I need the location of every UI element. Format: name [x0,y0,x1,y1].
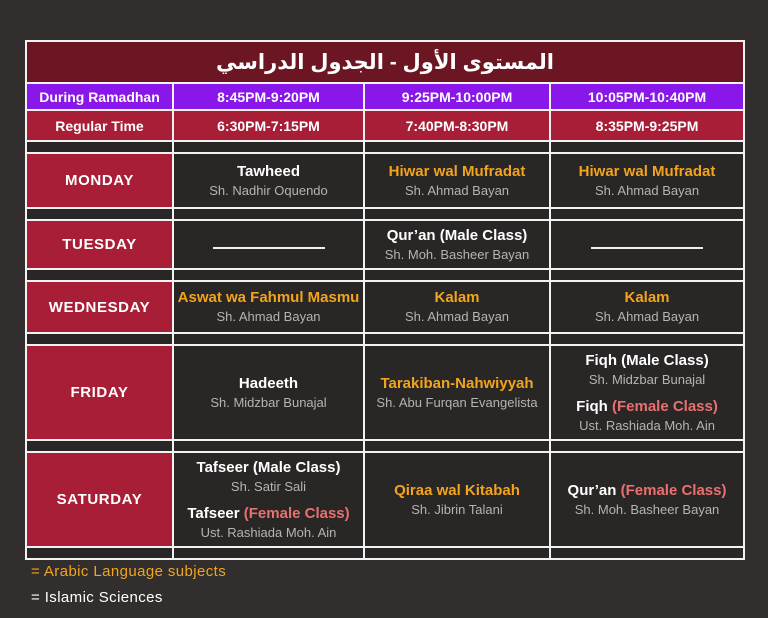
spacer-row [25,268,746,282]
teacher-name: Sh. Abu Furqan Evangelista [376,394,538,410]
day-label-saturday: SATURDAY [25,451,174,548]
schedule-table-container: المستوى الأول - الجدول الدراسي During Ra… [24,40,746,560]
class-entry: Hadeeth Sh. Midzbar Bunajal [175,374,362,411]
subject-title: Qur’an [567,481,621,499]
teacher-name: Sh. Satir Sali [230,478,307,494]
subject-title: Fiqh (Male Class) [585,351,709,369]
spacer-row [25,140,746,154]
teacher-name: Sh. Moh. Basheer Bayan [384,246,530,262]
spacer-row [25,332,746,346]
regular-time-slot-1: 6:30PM-7:15PM [172,109,365,142]
subject-title: Tarakiban-Nahwiyyah [380,374,534,392]
regular-time-slot-3: 8:35PM-9:25PM [548,109,746,142]
teacher-name: Sh. Ahmad Bayan [404,309,510,325]
teacher-name: Sh. Midzbar Bunajal [588,371,706,387]
regular-time-slot-2: 7:40PM-8:30PM [363,109,551,142]
day-label-friday: FRIDAY [25,344,174,441]
ramadhan-time-slot-1: 8:45PM-9:20PM [172,82,365,111]
subject-title: Hadeeth [238,374,299,392]
monday-slot-3: Hiwar wal Mufradat Sh. Ahmad Bayan [548,152,746,209]
page-title: المستوى الأول - الجدول الدراسي [24,40,746,84]
subject-title: Tafseer [187,505,244,522]
day-row-wednesday: WEDNESDAY Aswat wa Fahmul Masmu Sh. Ahma… [25,280,746,334]
legend-arabic-subjects: = Arabic Language subjects [31,563,227,580]
friday-slot-1: Hadeeth Sh. Midzbar Bunajal [172,344,365,441]
class-entry: Tafseer (Female Class) Ust. Rashiada Moh… [175,504,362,541]
ramadhan-time-slot-2: 9:25PM-10:00PM [363,82,551,111]
class-entry: Fiqh (Male Class) Sh. Midzbar Bunajal [552,351,742,388]
class-entry: Hiwar wal Mufradat Sh. Ahmad Bayan [366,162,548,199]
saturday-slot-3: Qur’an (Female Class) Sh. Moh. Basheer B… [548,451,746,548]
ramadhan-times-row: During Ramadhan 8:45PM-9:20PM 9:25PM-10:… [25,82,746,111]
title-row: المستوى الأول - الجدول الدراسي [24,40,746,84]
teacher-name: Sh. Ahmad Bayan [216,309,321,325]
friday-slot-2: Tarakiban-Nahwiyyah Sh. Abu Furqan Evang… [363,344,551,441]
class-entry: Kalam Sh. Ahmad Bayan [552,288,742,325]
spacer-row [25,439,746,453]
spacer-row [25,546,746,560]
class-entry: Kalam Sh. Ahmad Bayan [366,288,548,325]
teacher-name: Sh. Midzbar Bunajal [210,394,327,410]
class-entry: Qur’an (Male Class) Sh. Moh. Basheer Bay… [366,226,548,263]
regular-times-row: Regular Time 6:30PM-7:15PM 7:40PM-8:30PM… [25,109,746,142]
ramadhan-time-slot-3: 10:05PM-10:40PM [548,82,746,111]
subject-title: Fiqh [576,398,612,415]
subject-suffix: (Female Class) [611,398,718,415]
tuesday-slot-2: Qur’an (Male Class) Sh. Moh. Basheer Bay… [363,219,551,270]
legend: = Arabic Language subjects = Islamic Sci… [31,563,226,615]
regular-row-label: Regular Time [25,109,174,142]
day-row-tuesday: TUESDAY Qur’an (Male Class) Sh. Moh. Bas… [25,219,746,270]
class-entry: Tawheed Sh. Nadhir Oquendo [175,162,362,199]
subject-title: Aswat wa Fahmul Masmu [177,289,360,307]
subject-suffix: (Female Class) [243,505,350,522]
day-label-monday: MONDAY [25,152,174,209]
subject-title: Kalam [434,289,480,307]
subject-title: Hiwar wal Mufradat [578,162,716,180]
page-title-text: المستوى الأول - الجدول الدراسي [216,50,555,74]
friday-slot-3: Fiqh (Male Class) Sh. Midzbar Bunajal Fi… [548,344,746,441]
saturday-slot-2: Qiraa wal Kitabah Sh. Jibrin Talani [363,451,551,548]
day-row-monday: MONDAY Tawheed Sh. Nadhir Oquendo Hiwar … [25,152,746,209]
teacher-name: Sh. Ahmad Bayan [404,182,510,198]
class-entry: Qiraa wal Kitabah Sh. Jibrin Talani [366,481,548,518]
class-entry: Qur’an (Female Class) Sh. Moh. Basheer B… [552,481,742,518]
day-label-wednesday: WEDNESDAY [25,280,174,334]
schedule-table: المستوى الأول - الجدول الدراسي During Ra… [24,40,746,560]
class-entry: Fiqh (Female Class) Ust. Rashiada Moh. A… [552,397,742,434]
day-label-tuesday: TUESDAY [25,219,174,270]
class-entry: Tafseer (Male Class) Sh. Satir Sali [175,458,362,495]
legend-islamic-sciences: = Islamic Sciences [31,589,163,606]
subject-title: Tafseer (Male Class) [196,458,341,476]
wednesday-slot-1: Aswat wa Fahmul Masmu Sh. Ahmad Bayan [172,280,365,334]
monday-slot-1: Tawheed Sh. Nadhir Oquendo [172,152,365,209]
teacher-name: Sh. Jibrin Talani [411,501,503,517]
spacer-row [25,207,746,221]
teacher-name: Sh. Ahmad Bayan [594,182,700,198]
empty-slot-dash [591,246,704,249]
wednesday-slot-2: Kalam Sh. Ahmad Bayan [363,280,551,334]
monday-slot-2: Hiwar wal Mufradat Sh. Ahmad Bayan [363,152,551,209]
ramadhan-row-label: During Ramadhan [25,82,174,111]
subject-title: Kalam [624,289,670,307]
saturday-slot-1: Tafseer (Male Class) Sh. Satir Sali Tafs… [172,451,365,548]
teacher-name: Sh. Nadhir Oquendo [209,182,328,198]
subject-title: Qur’an (Male Class) [386,226,528,244]
tuesday-slot-3 [548,219,746,270]
class-entry: Aswat wa Fahmul Masmu Sh. Ahmad Bayan [175,288,362,325]
subject-title: Tawheed [236,162,301,180]
class-entry: Hiwar wal Mufradat Sh. Ahmad Bayan [552,162,742,199]
class-entry: Tarakiban-Nahwiyyah Sh. Abu Furqan Evang… [366,374,548,411]
tuesday-slot-1 [172,219,365,270]
subject-title: Hiwar wal Mufradat [388,162,526,180]
teacher-name: Ust. Rashiada Moh. Ain [579,418,715,433]
day-row-friday: FRIDAY Hadeeth Sh. Midzbar Bunajal Tarak… [25,344,746,441]
teacher-name: Sh. Ahmad Bayan [594,309,700,325]
subject-suffix: (Female Class) [620,481,727,499]
empty-slot-dash [212,246,325,249]
day-row-saturday: SATURDAY Tafseer (Male Class) Sh. Satir … [25,451,746,548]
subject-title: Qiraa wal Kitabah [394,481,520,499]
teacher-name: Ust. Rashiada Moh. Ain [200,525,337,540]
wednesday-slot-3: Kalam Sh. Ahmad Bayan [548,280,746,334]
teacher-name: Sh. Moh. Basheer Bayan [574,501,720,517]
